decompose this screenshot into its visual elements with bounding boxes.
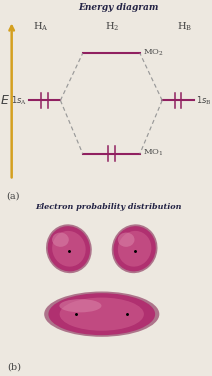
Text: Electron probability distribution: Electron probability distribution bbox=[35, 203, 181, 211]
Ellipse shape bbox=[52, 231, 86, 267]
Text: (a): (a) bbox=[6, 192, 20, 201]
Ellipse shape bbox=[118, 231, 151, 267]
Ellipse shape bbox=[44, 291, 159, 337]
Text: Energy diagram: Energy diagram bbox=[78, 3, 159, 12]
Text: H$_\mathregular{B}$: H$_\mathregular{B}$ bbox=[177, 20, 192, 33]
Ellipse shape bbox=[112, 224, 158, 273]
Ellipse shape bbox=[118, 232, 134, 247]
Ellipse shape bbox=[60, 297, 144, 331]
Ellipse shape bbox=[46, 224, 92, 273]
Ellipse shape bbox=[113, 226, 156, 271]
Ellipse shape bbox=[52, 232, 69, 247]
Text: H$_\mathregular{2}$: H$_\mathregular{2}$ bbox=[105, 20, 120, 33]
Ellipse shape bbox=[59, 299, 102, 312]
Text: $1s_\mathregular{B}$: $1s_\mathregular{B}$ bbox=[196, 94, 212, 107]
Text: H$_\mathregular{A}$: H$_\mathregular{A}$ bbox=[32, 20, 48, 33]
Text: $E$: $E$ bbox=[0, 94, 10, 107]
Text: MO$_\mathregular{1}$: MO$_\mathregular{1}$ bbox=[143, 147, 164, 158]
Text: $1s_\mathregular{A}$: $1s_\mathregular{A}$ bbox=[11, 94, 26, 107]
Ellipse shape bbox=[48, 293, 155, 335]
Text: MO$_\mathregular{2}$: MO$_\mathregular{2}$ bbox=[143, 47, 164, 58]
Ellipse shape bbox=[48, 226, 90, 271]
Text: (b): (b) bbox=[7, 362, 21, 371]
